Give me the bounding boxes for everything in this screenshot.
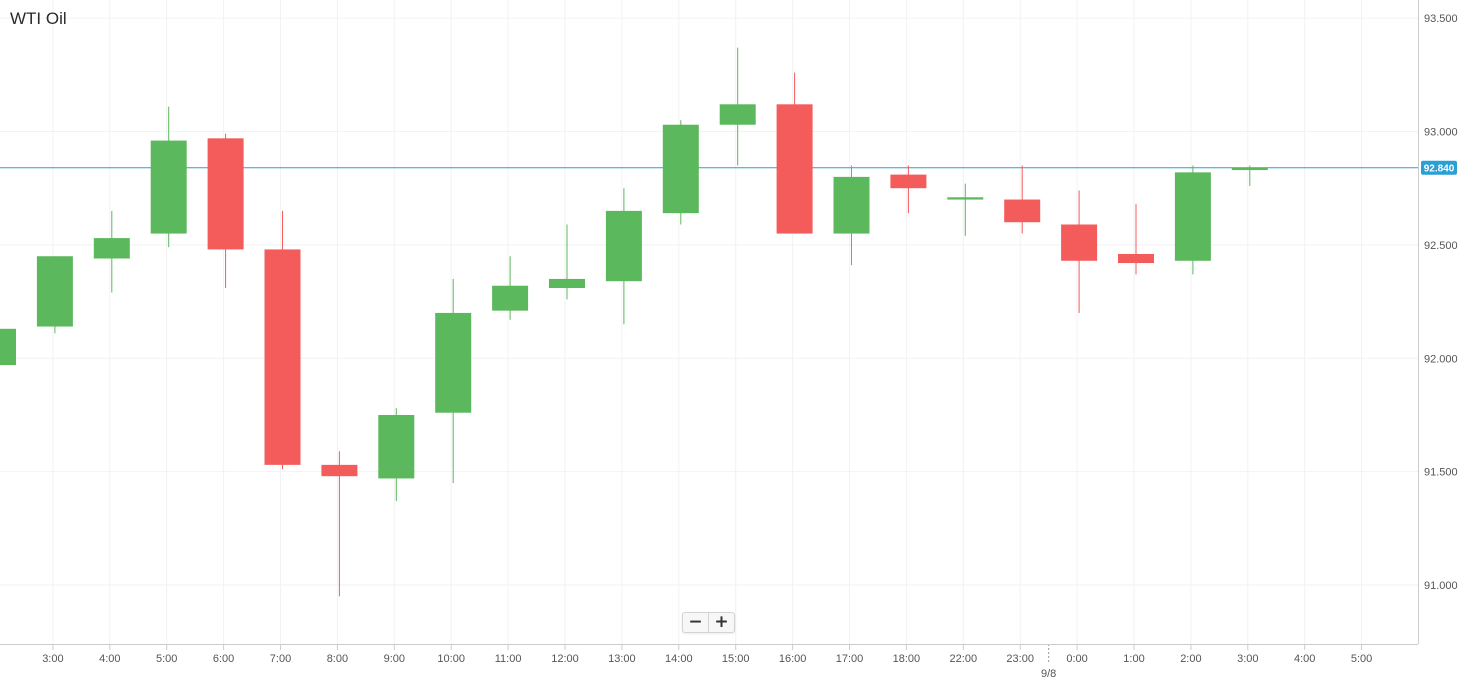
candle-up (1174, 165, 1211, 275)
candle-body (549, 278, 585, 288)
candle-body (36, 256, 73, 327)
candle-body (207, 138, 244, 250)
candle-up (662, 120, 699, 225)
x-tick-label: 13:00 (608, 653, 636, 665)
candle-body (605, 210, 642, 282)
candle-up (150, 106, 187, 248)
x-tick-label: 23:00 (1006, 653, 1034, 665)
x-tick-label: 4:00 (99, 653, 120, 665)
candle-body (264, 249, 301, 465)
candle-down (264, 210, 301, 470)
candle-up (435, 278, 472, 483)
candle-body (93, 238, 130, 259)
x-tick-label: 4:00 (1294, 653, 1315, 665)
y-tick-label: 92.000 (1424, 353, 1458, 365)
x-tick-label: 9:00 (384, 653, 405, 665)
x-tick-label: 14:00 (665, 653, 693, 665)
candle-up (947, 183, 984, 236)
candle-down (1004, 165, 1041, 234)
candle-body (321, 464, 358, 477)
candle-up (1231, 165, 1268, 186)
x-tick-label: 5:00 (156, 653, 177, 665)
candle-up (833, 165, 870, 266)
x-tick-label: 5:00 (1351, 653, 1372, 665)
x-tick-label: 6:00 (213, 653, 234, 665)
y-tick-label: 92.500 (1424, 240, 1458, 252)
x-tick-label: 2:00 (1180, 653, 1201, 665)
candle-body (435, 312, 472, 413)
candle-body (947, 197, 984, 200)
x-tick-label: 0:00 (1066, 653, 1087, 665)
zoom-controls: − + (682, 612, 735, 633)
x-tick-label: 16:00 (779, 653, 807, 665)
candle-down (890, 165, 927, 214)
candle-body (492, 285, 529, 311)
x-tick-label: 10:00 (437, 653, 465, 665)
candle-body (662, 124, 699, 214)
candle-body (150, 140, 187, 234)
candle-down (207, 133, 244, 288)
x-tick-label: 3:00 (1237, 653, 1258, 665)
zoom-out-button[interactable]: − (688, 612, 703, 632)
candle-body (0, 328, 16, 366)
candle-body (1231, 167, 1268, 171)
x-tick-label: 7:00 (270, 653, 291, 665)
candle-up (719, 47, 756, 166)
candle-up (93, 210, 130, 293)
x-tick-label: 11:00 (495, 653, 522, 665)
x-tick-label: 18:00 (893, 653, 921, 665)
x-tick-label: 15:00 (722, 653, 750, 665)
candle-up (492, 256, 529, 320)
x-tick-label: 1:00 (1123, 653, 1144, 665)
y-tick-label: 91.000 (1424, 580, 1458, 592)
x-tick-label: 22:00 (950, 653, 978, 665)
x-tick-label: 12:00 (551, 653, 579, 665)
x-tick-label: 3:00 (42, 653, 63, 665)
candle-up (0, 328, 16, 366)
candle-up (378, 408, 415, 502)
chart-title: WTI Oil (10, 9, 67, 28)
candle-down (776, 72, 813, 234)
current-price-tag (1421, 160, 1457, 175)
candle-up (549, 224, 585, 300)
candle-body (719, 104, 756, 125)
candles (0, 47, 1268, 597)
date-label: 9/8 (1041, 668, 1056, 680)
candle-body (833, 176, 870, 234)
candle-down (1118, 204, 1154, 275)
current-price-label: 92.840 (1424, 163, 1455, 174)
candle-up (605, 188, 642, 325)
current-price-tag-group: 92.840 (1421, 160, 1457, 175)
y-tick-label: 93.000 (1424, 127, 1458, 139)
candle-body (890, 174, 927, 189)
grid (0, 0, 1418, 644)
x-tick-label: 8:00 (327, 653, 348, 665)
zoom-in-button[interactable]: + (708, 613, 734, 632)
y-tick-label: 93.500 (1424, 13, 1458, 25)
candle-body (1174, 172, 1211, 261)
y-tick-label: 91.500 (1424, 467, 1458, 479)
candle-up (36, 256, 73, 334)
candle-down (1061, 190, 1098, 313)
candle-body (1004, 199, 1041, 223)
candle-body (378, 414, 415, 479)
x-tick-label: 17:00 (836, 653, 864, 665)
candle-down (321, 451, 358, 597)
candle-body (1061, 224, 1098, 261)
candle-body (776, 104, 813, 234)
candle-body (1118, 253, 1154, 264)
